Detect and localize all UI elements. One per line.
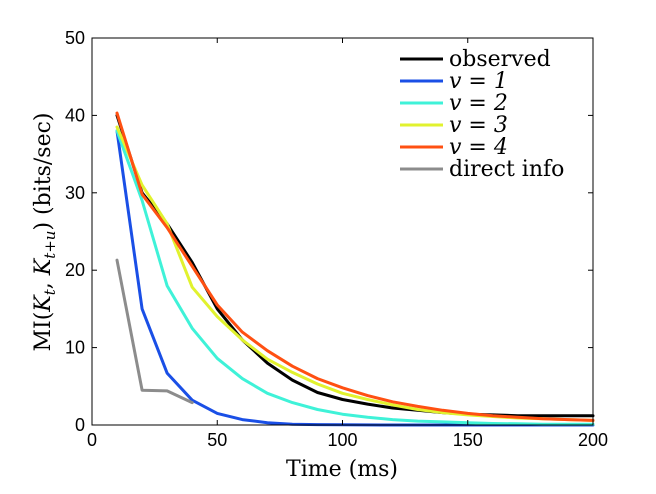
x-tick-label: 200	[578, 430, 608, 450]
series-line-v-2	[115, 129, 595, 426]
y-label-k2-sub: t+u	[41, 231, 59, 259]
y-label-suffix: ) (bits/sec)	[31, 112, 56, 230]
y-label-k1-sub: t	[41, 288, 59, 295]
y-axis-label: MI(Kt, Kt+u) (bits/sec)	[31, 112, 59, 351]
legend-label: v = 1	[449, 69, 508, 94]
x-tick-label: 100	[327, 430, 357, 450]
y-tick-label: 30	[65, 183, 85, 203]
x-tick-label: 0	[87, 430, 97, 450]
legend-label: v = 4	[449, 135, 508, 160]
legend-label: observed	[449, 47, 551, 72]
series-line-direct-info	[115, 258, 194, 405]
y-tick-label: 0	[75, 415, 85, 435]
y-label-k2: K	[31, 257, 56, 276]
series-line-v-4	[115, 111, 595, 422]
legend-label: direct info	[449, 157, 564, 182]
x-axis-label: Time (ms)	[286, 457, 398, 482]
y-tick-label: 10	[65, 338, 85, 358]
y-label-prefix: MI(	[31, 312, 56, 352]
legend-label: v = 2	[449, 91, 508, 116]
y-tick-label: 50	[65, 28, 85, 48]
x-tick-label: 50	[207, 430, 227, 450]
y-tick-label: 20	[65, 260, 85, 280]
y-label-k1: K	[31, 294, 56, 313]
x-tick-label: 150	[453, 430, 483, 450]
y-label-sep: ,	[31, 275, 56, 289]
legend-label: v = 3	[449, 113, 508, 138]
ticks-layer: 0 50 100 150 200 0 10 20 30 40 50	[65, 28, 608, 450]
y-tick-label: 40	[65, 105, 85, 125]
plot-frame	[91, 37, 594, 426]
series-layer	[115, 111, 595, 427]
